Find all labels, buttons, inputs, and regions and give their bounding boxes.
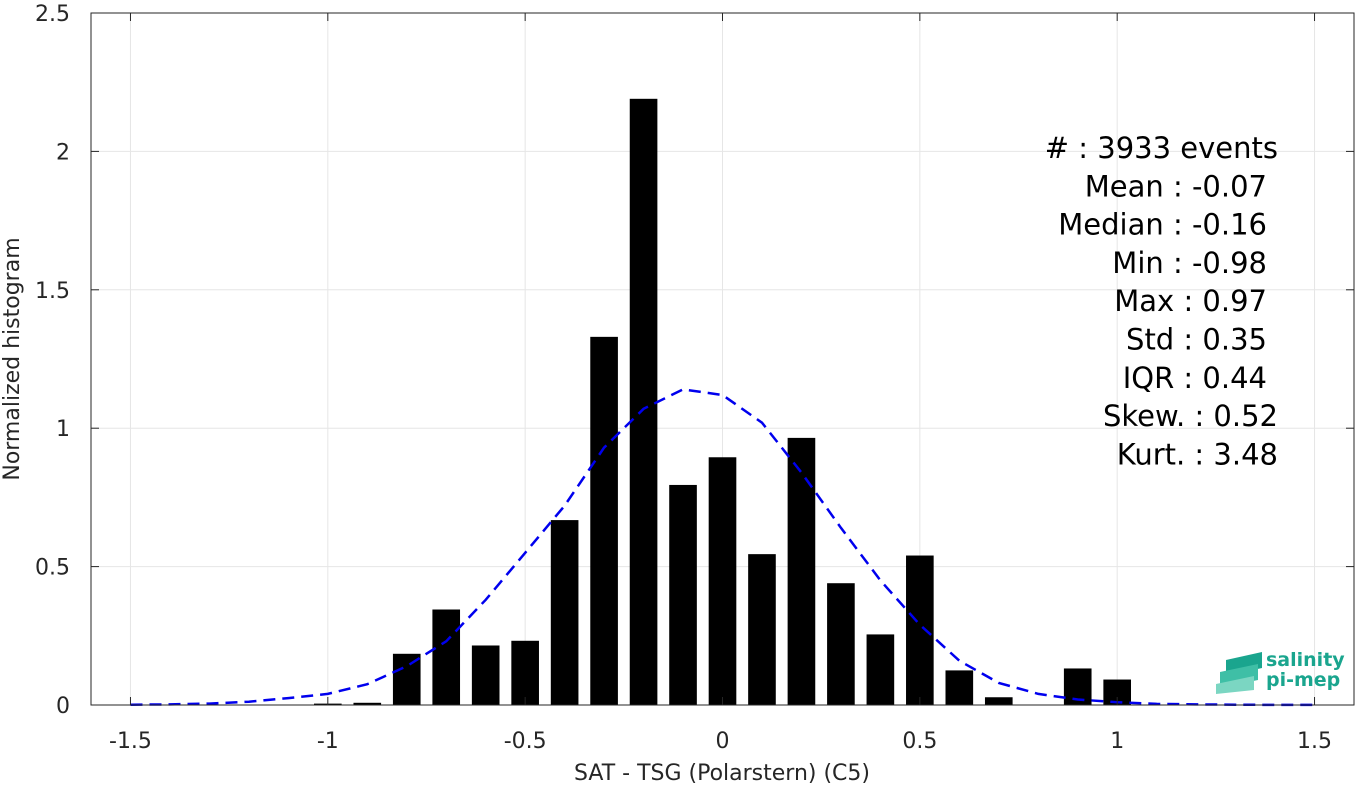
salinity-pi-mep-logo: salinity pi-mep xyxy=(1216,649,1345,694)
histogram-bars xyxy=(313,98,1132,706)
stats-line: Std : 0.35 xyxy=(1126,323,1267,357)
y-axis-ticks: 0 0.5 1 1.5 2 2.5 xyxy=(35,2,1354,719)
x-tick-label: -0.5 xyxy=(504,729,547,754)
histogram-bar xyxy=(984,697,1013,705)
stats-line: Max : 0.97 xyxy=(1114,284,1267,318)
stats-line: IQR : 0.44 xyxy=(1123,361,1267,395)
x-axis-ticks: -1.5 -1 -0.5 0 0.5 1 1.5 xyxy=(109,13,1332,754)
y-tick-label: 2 xyxy=(56,140,70,165)
y-axis-label: Normalized histogram xyxy=(0,237,25,480)
histogram-bar xyxy=(629,98,658,706)
stats-line: Skew. : 0.52 xyxy=(1103,399,1278,433)
histogram-bar xyxy=(866,634,895,705)
histogram-bar xyxy=(748,554,776,705)
histogram-bar xyxy=(353,702,382,705)
x-tick-label: -1.5 xyxy=(109,729,152,754)
x-axis-label: SAT - TSG (Polarstern) (C5) xyxy=(574,761,870,785)
y-tick-label: 2.5 xyxy=(35,2,70,27)
stats-line: # : 3933 events xyxy=(1045,131,1278,165)
histogram-bar xyxy=(471,645,500,705)
histogram-bar xyxy=(827,583,855,705)
histogram-bar xyxy=(550,520,579,705)
x-tick-label: -1 xyxy=(317,729,339,754)
histogram-bar xyxy=(787,437,816,705)
stats-line: Kurt. : 3.48 xyxy=(1117,437,1278,471)
y-tick-label: 1.5 xyxy=(35,279,70,304)
histogram-bar xyxy=(511,640,539,705)
histogram-bar xyxy=(432,609,461,705)
y-tick-label: 1 xyxy=(56,417,70,442)
y-tick-label: 0.5 xyxy=(35,556,70,581)
stats-line: Mean : -0.07 xyxy=(1085,169,1267,203)
y-tick-label: 0 xyxy=(56,694,70,719)
stats-line: Median : -0.16 xyxy=(1058,208,1267,242)
stats-line: Min : -0.98 xyxy=(1112,246,1267,280)
histogram-bar xyxy=(906,555,934,705)
x-tick-label: 0.5 xyxy=(902,729,937,754)
histogram-bar xyxy=(590,336,618,705)
logo-text-pi-mep: pi-mep xyxy=(1266,669,1340,691)
statistics-annotation: # : 3933 events Mean : -0.07 Median : -0.1… xyxy=(1045,131,1278,471)
histogram-bar xyxy=(669,484,697,705)
histogram-bar xyxy=(708,457,737,705)
histogram-bar xyxy=(392,653,421,705)
x-tick-label: 0 xyxy=(716,729,730,754)
logo-text-salinity: salinity xyxy=(1266,649,1345,671)
histogram-bar xyxy=(945,670,974,705)
x-tick-label: 1.5 xyxy=(1297,729,1332,754)
x-tick-label: 1 xyxy=(1110,729,1124,754)
logo-icon xyxy=(1216,652,1262,694)
